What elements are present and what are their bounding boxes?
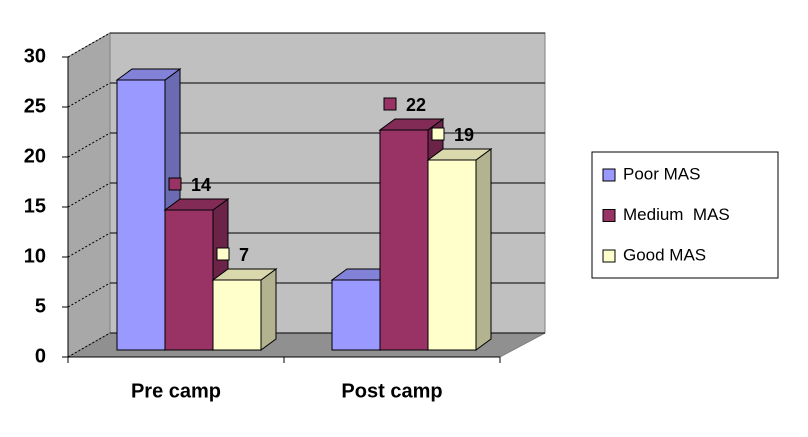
- data-label-key: [168, 177, 182, 191]
- legend-key: [602, 168, 616, 182]
- bar: [427, 159, 477, 351]
- legend-label: Good MAS: [623, 245, 706, 264]
- grid-line: [67, 232, 111, 258]
- data-label: 7: [239, 245, 249, 265]
- grid-line: [67, 32, 111, 58]
- x-tick-label: Post camp: [341, 380, 442, 402]
- y-tick-label: 0: [35, 345, 46, 367]
- bar: [212, 279, 262, 351]
- data-label-key: [216, 247, 230, 261]
- y-tick-label: 30: [24, 45, 46, 67]
- legend-label: Poor MAS: [623, 164, 700, 183]
- grid-line: [67, 182, 111, 208]
- legend-key: [602, 249, 616, 263]
- bar: [116, 79, 166, 351]
- data-label: 22: [406, 95, 426, 115]
- data-label-key: [383, 97, 397, 111]
- y-tick-label: 20: [24, 145, 46, 167]
- bar-side: [475, 148, 492, 351]
- grid-line: [67, 282, 111, 308]
- legend-label: Medium MAS: [623, 205, 730, 224]
- data-label-key: [431, 127, 445, 141]
- data-label: 14: [191, 175, 211, 195]
- bar: [379, 129, 429, 351]
- bar: [331, 279, 381, 351]
- legend-key: [602, 209, 616, 222]
- y-tick-label: 15: [24, 195, 46, 217]
- grid-line: [67, 332, 111, 358]
- x-tick-label: Pre camp: [131, 380, 221, 402]
- grid-line: [67, 82, 111, 108]
- data-label: 19: [454, 125, 474, 145]
- bar: [164, 209, 214, 351]
- grid-line: [67, 132, 111, 158]
- y-tick-label: 10: [24, 245, 46, 267]
- y-tick-label: 5: [35, 295, 46, 317]
- bar-side: [260, 268, 277, 351]
- legend-box: [591, 151, 779, 279]
- y-tick-label: 25: [24, 95, 46, 117]
